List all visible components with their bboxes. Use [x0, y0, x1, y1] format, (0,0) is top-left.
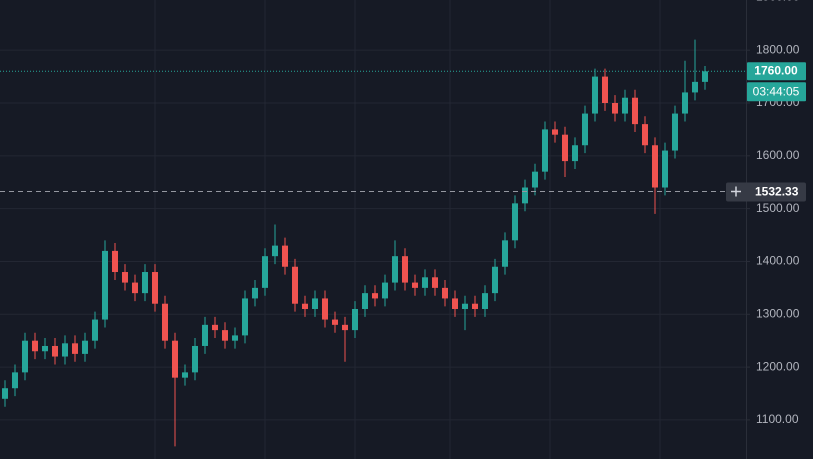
candle-body — [222, 330, 228, 341]
candle-body — [122, 272, 128, 283]
candle-body — [542, 129, 548, 172]
candle-body — [422, 277, 428, 288]
candle-body — [402, 256, 408, 283]
candle-body — [112, 250, 118, 273]
candle-body — [592, 76, 598, 114]
candle-body — [352, 308, 358, 331]
candle-body — [702, 71, 708, 82]
candle-body — [182, 372, 188, 378]
candle-body — [582, 113, 588, 146]
candle-body — [672, 113, 678, 151]
candle-body — [152, 272, 158, 304]
candle-body — [652, 145, 658, 188]
y-tick-label: 1200.00 — [756, 359, 800, 373]
candle-body — [292, 266, 298, 304]
candle-body — [2, 388, 8, 399]
candle-body — [572, 145, 578, 162]
candle-body — [252, 287, 258, 299]
candle-body — [382, 282, 388, 299]
candle-body — [202, 324, 208, 346]
y-tick-label: 1800.00 — [756, 42, 800, 56]
candle-body — [102, 250, 108, 320]
countdown-label: 03:44:05 — [753, 84, 800, 98]
y-tick-label: 1300.00 — [756, 306, 800, 320]
candle-body — [32, 340, 38, 352]
candle-body — [42, 345, 48, 352]
candle-body — [162, 303, 168, 341]
candle-body — [52, 345, 58, 357]
candle-body — [682, 92, 688, 114]
candle-body — [562, 134, 568, 162]
candle-body — [282, 245, 288, 267]
candle-body — [172, 340, 178, 378]
candle-body — [192, 345, 198, 373]
candle-body — [502, 240, 508, 267]
candle-body — [12, 372, 18, 389]
candle-body — [622, 97, 628, 114]
candle-body — [452, 298, 458, 309]
candle-body — [22, 340, 28, 373]
candle-body — [212, 324, 218, 331]
crosshair-label: 1532.33 — [755, 185, 799, 199]
candle-body — [522, 187, 528, 204]
candle-body — [392, 256, 398, 283]
candle-body — [132, 282, 138, 294]
countdown-box — [747, 82, 806, 102]
candle-body — [262, 256, 268, 288]
candle-body — [362, 293, 368, 309]
candle-body — [512, 203, 518, 241]
y-tick-label: 1600.00 — [756, 148, 800, 162]
candle-body — [332, 319, 338, 325]
candle-body — [692, 81, 698, 93]
candle-body — [92, 319, 98, 341]
candle-body — [662, 150, 668, 188]
y-tick-label: 1900.00 — [756, 0, 800, 4]
candle-body — [472, 303, 478, 309]
candle-body — [602, 76, 608, 103]
crosshair-box — [726, 182, 806, 202]
candle-body — [552, 129, 558, 135]
candle-body — [232, 335, 238, 341]
candle-body — [412, 282, 418, 288]
candle-body — [612, 102, 618, 114]
candle-body — [312, 298, 318, 309]
candle-body — [442, 287, 448, 299]
y-tick-label: 1100.00 — [756, 412, 799, 426]
candle-body — [302, 303, 308, 309]
candle-body — [482, 293, 488, 309]
candle-body — [462, 303, 468, 309]
candle-body — [62, 343, 68, 357]
v-grid — [154, 0, 661, 459]
candle-body — [142, 272, 148, 294]
candle-body — [72, 343, 78, 354]
candle-body — [342, 324, 348, 331]
candle-body — [272, 245, 278, 257]
y-tick-label: 1400.00 — [756, 254, 800, 268]
candle-body — [492, 266, 498, 294]
candle-body — [532, 171, 538, 188]
last-price-box — [747, 62, 806, 81]
candle-body — [372, 293, 378, 299]
candle-body — [432, 277, 438, 288]
candle-body — [242, 298, 248, 336]
candle-body — [322, 298, 328, 320]
last-price-label: 1760.00 — [754, 63, 798, 77]
crosshair-plus-icon — [731, 186, 741, 197]
candle-body — [632, 97, 638, 125]
candle-body — [642, 124, 648, 146]
y-tick-label: 1500.00 — [756, 201, 800, 215]
candle-body — [82, 340, 88, 354]
